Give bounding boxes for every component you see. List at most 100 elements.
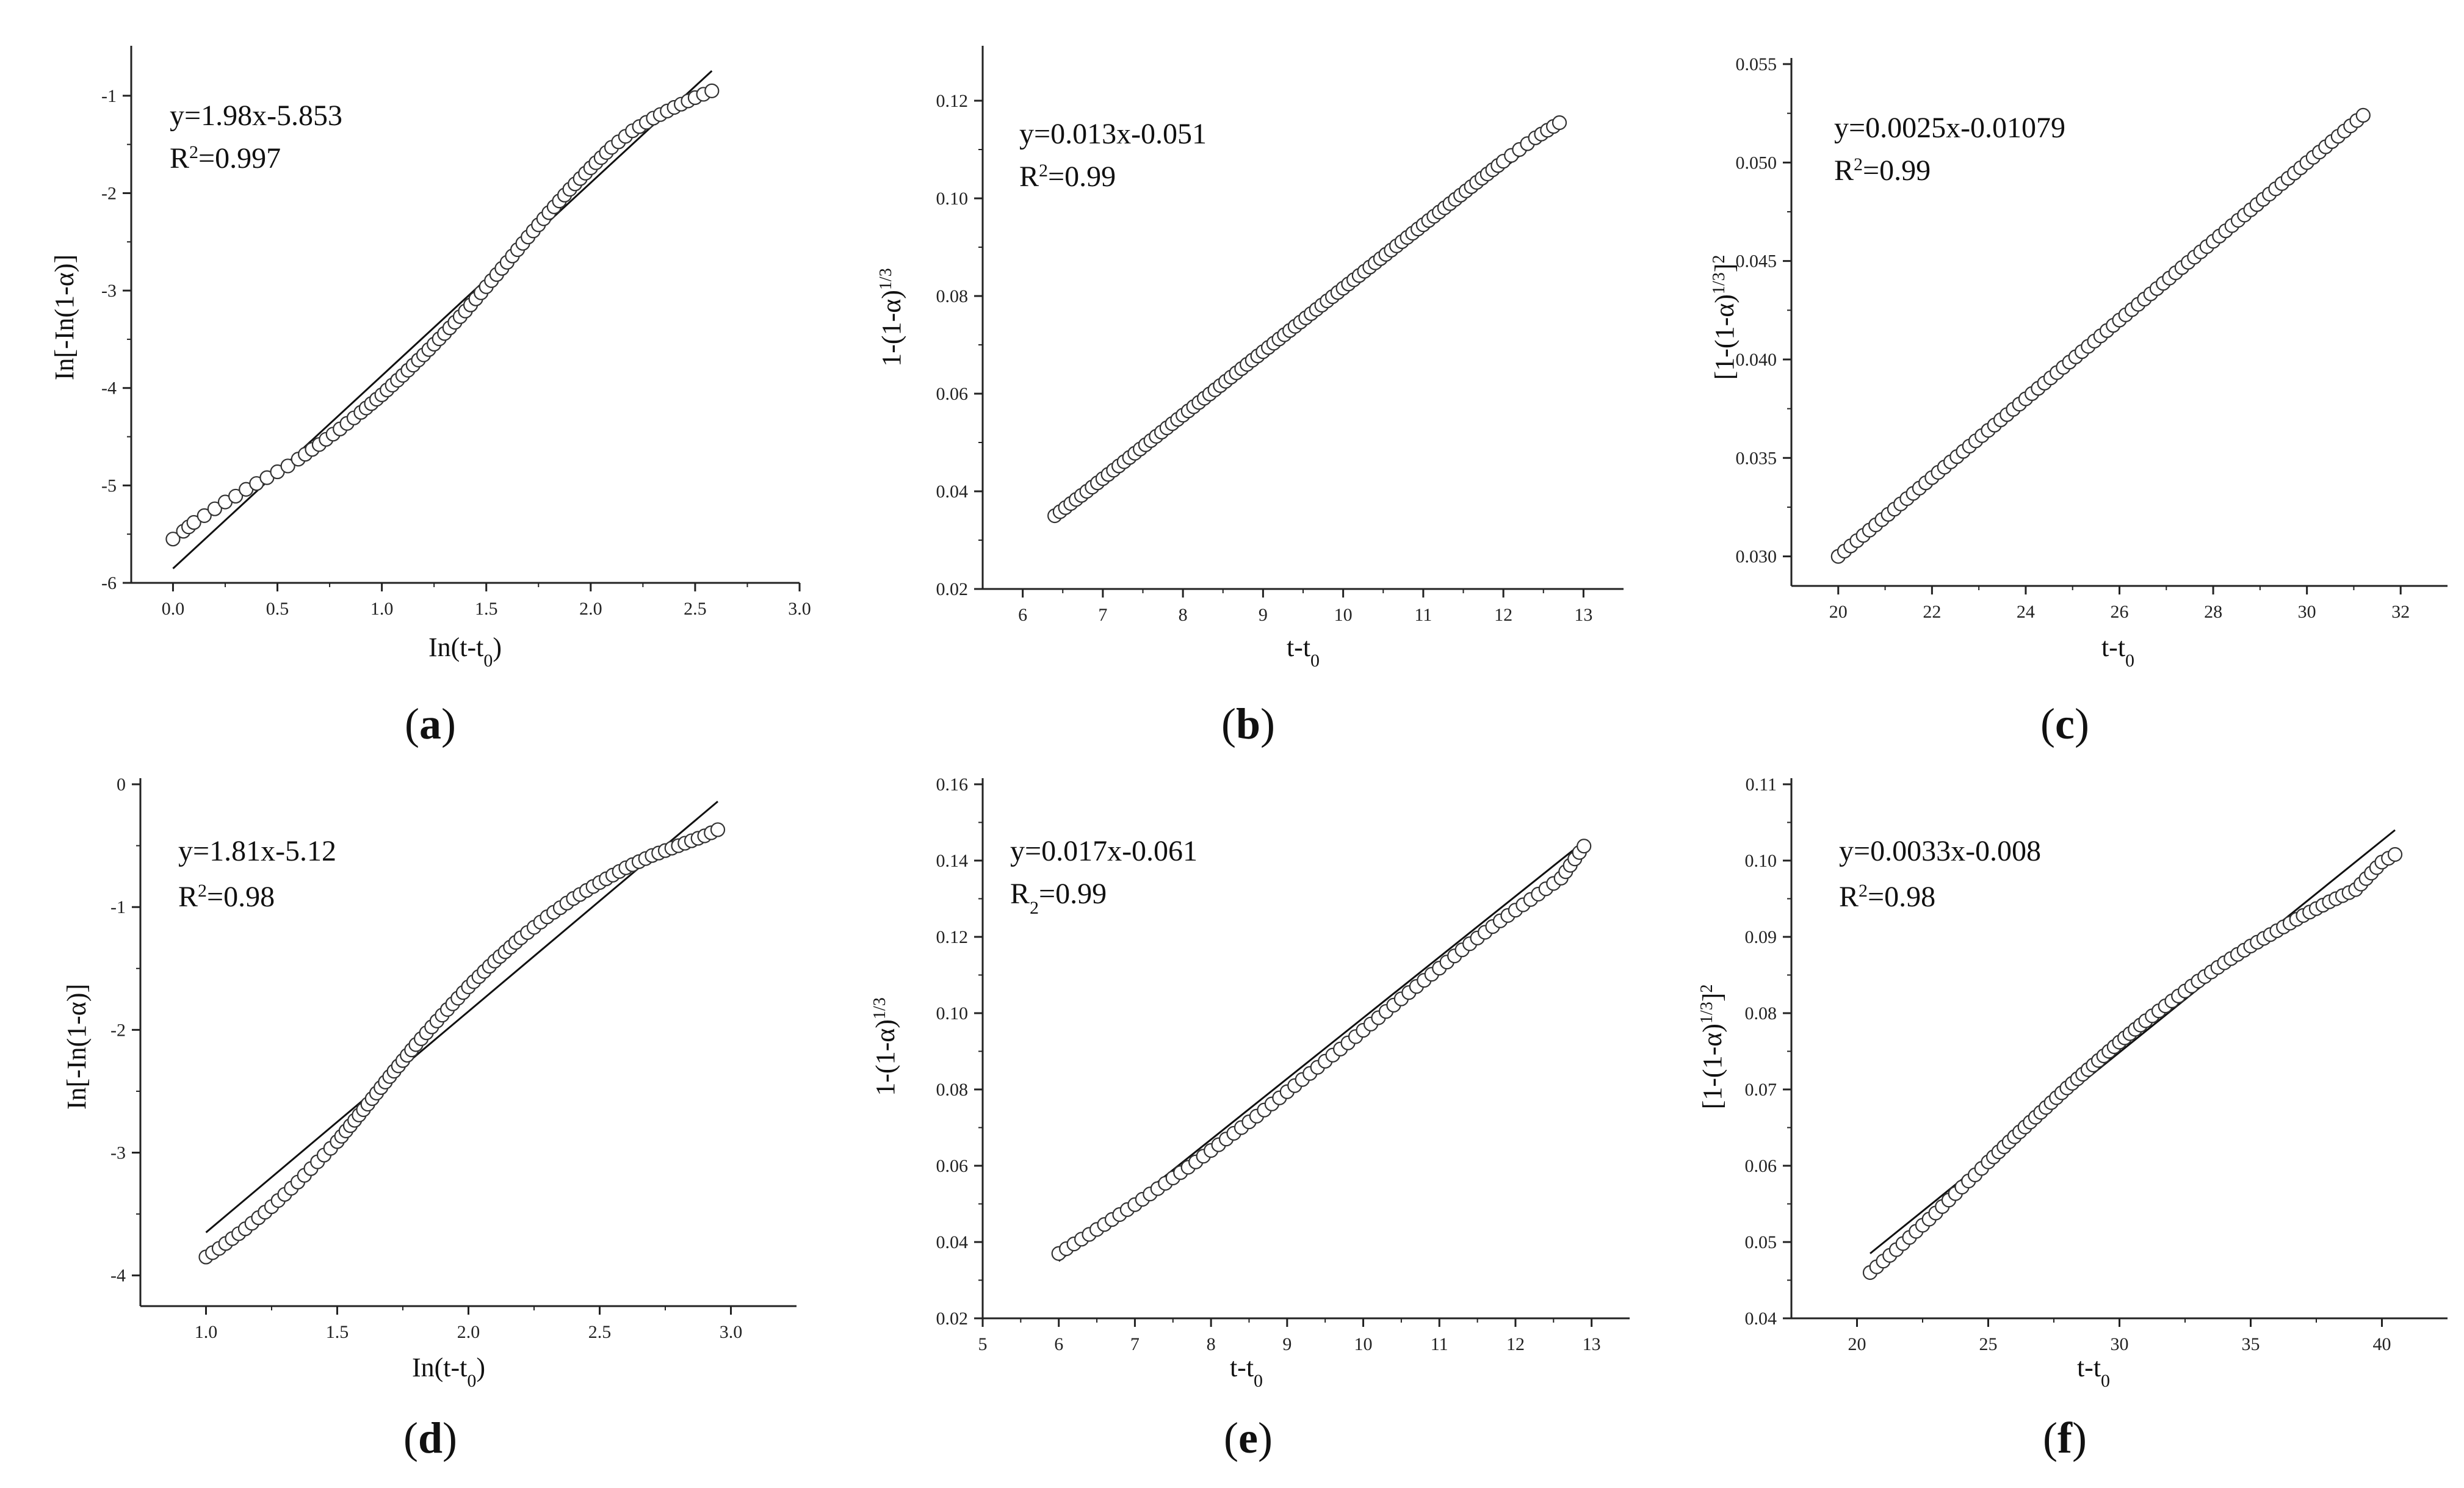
y-label-superscript-2: 2 (1697, 984, 1716, 993)
panel-label-open: ( (1224, 1414, 1238, 1462)
x-label-main: t-t (1230, 1353, 1254, 1382)
y-label-main: In[-In(1-α)] (62, 984, 92, 1110)
x-tick-label: 2.5 (588, 1322, 612, 1342)
panel-b: 6 7 8 9 10 11 12 13 0.02 0.04 0.06 0.08 0.10 0.12 y=0.… (876, 46, 1624, 748)
y-tick-label: 0.045 (1736, 251, 1777, 272)
r-symbol: R (1019, 161, 1039, 193)
y-label-tail: ] (1697, 993, 1727, 1002)
panel-label-letter: b (1236, 699, 1260, 748)
x-label-main: t-t (1287, 632, 1310, 662)
x-label-tail: ) (476, 1353, 485, 1382)
x-tick-label: 9 (1282, 1334, 1292, 1354)
y-tick-label: 0.10 (936, 189, 969, 209)
panel-label-letter: e (1238, 1414, 1258, 1462)
x-label-main: t-t (2077, 1353, 2101, 1382)
panel-label: (d) (403, 1414, 457, 1462)
y-label-main: 1-(1-α) (876, 290, 906, 367)
x-tick-label: 12 (1506, 1334, 1525, 1354)
y-axis-label: 1-(1-α)1/3 (870, 997, 901, 1096)
fit-equation: y=0.0033x-0.008 (1839, 835, 2041, 867)
panel-d: 1.0 1.5 2.0 2.5 3.0 -4 -3 -2 -1 0 y=1.81x-5.12 R2=0… (62, 775, 797, 1462)
x-tick-label: 1.0 (195, 1322, 218, 1342)
fit-line (205, 801, 718, 1233)
panel-label-close: ) (1258, 1414, 1273, 1462)
y-axis-label: In[-In(1-α)] (49, 255, 79, 380)
data-points (1862, 847, 2403, 1280)
y-tick-label: 0.06 (1745, 1156, 1777, 1176)
panel-c: 20 22 24 26 28 30 320.0300.0350.0400.0450.0500… (1710, 54, 2448, 748)
y-tick-label: 0.07 (1745, 1080, 1777, 1100)
x-tick-label: 35 (2242, 1334, 2260, 1354)
x-label-tail: ) (493, 632, 502, 662)
panel-f: 20 25 30 35 400.040.050.060.070.080.090.100.… (1697, 775, 2448, 1462)
y-tick-label: 0 (117, 775, 126, 795)
y-tick-label: 0.09 (1745, 927, 1777, 947)
y-axis-label: In[-In(1-α)] (62, 984, 92, 1110)
x-axis-label: t-t0 (1230, 1353, 1263, 1391)
r-value: =0.99 (1039, 878, 1107, 910)
x-axis-label: In(t-t0) (412, 1353, 485, 1391)
y-tick-label: 0.08 (936, 1080, 969, 1100)
r-symbol: R (170, 142, 189, 175)
y-tick-label: 0.04 (936, 1232, 969, 1252)
x-tick-label: 11 (1431, 1334, 1448, 1354)
panel-label: (a) (405, 699, 456, 748)
x-axis-label: t-t0 (1287, 632, 1320, 671)
x-tick-label: 10 (1354, 1334, 1373, 1354)
r-superscript: 2 (1854, 154, 1863, 175)
y-tick-label: 0.055 (1736, 54, 1777, 74)
y-tick-label: -3 (101, 281, 117, 301)
data-point (280, 458, 295, 474)
y-tick-label: 0.04 (936, 482, 969, 502)
y-tick-label: 0.06 (936, 1156, 969, 1176)
y-label-main: 1-(1-α) (870, 1019, 900, 1096)
data-point (710, 822, 726, 837)
x-label-subscript: 0 (1310, 651, 1320, 671)
y-tick-label: -5 (101, 475, 117, 496)
x-tick-label: 2.0 (457, 1322, 480, 1342)
x-label-subscript: 0 (1254, 1371, 1263, 1391)
y-tick-label: 0.06 (936, 384, 969, 404)
r-superscript: 2 (189, 142, 198, 162)
x-axis-label: t-t0 (2101, 632, 2134, 671)
y-label-superscript: 1/3 (870, 997, 889, 1019)
y-tick-label: 0.05 (1745, 1232, 1777, 1252)
x-label-main: In(t-t (412, 1353, 467, 1382)
x-tick-label: 25 (1979, 1334, 1998, 1354)
x-tick-label: 7 (1130, 1334, 1140, 1354)
panel-label-open: ( (403, 1414, 418, 1462)
x-label-subscript: 0 (2101, 1371, 2110, 1391)
y-tick-label: -4 (101, 378, 117, 399)
data-point (1552, 115, 1567, 131)
y-tick-label: 0.14 (936, 851, 969, 871)
y-label-main: [1-(1-α) (1710, 294, 1740, 380)
y-tick-label: 0.08 (1745, 1003, 1777, 1024)
x-tick-label: 10 (1334, 605, 1353, 625)
panel-a: 0.0 0.5 1.0 1.5 2.0 2.5 3.0 -6 -5 -4 -3 -2 -1 y=1.98x… (49, 46, 811, 748)
panel-label: (b) (1221, 699, 1275, 748)
x-label-main: t-t (2101, 632, 2125, 662)
y-tick-label: -1 (110, 897, 126, 917)
panel-label-close: ) (2072, 1414, 2087, 1462)
data-point (2387, 847, 2403, 862)
y-tick-label: 0.08 (936, 286, 969, 306)
y-tick-label: -1 (101, 86, 117, 106)
y-tick-label: 0.040 (1736, 350, 1777, 370)
x-tick-label: 13 (1583, 1334, 1601, 1354)
y-tick-label: 0.12 (936, 91, 969, 111)
x-tick-label: 30 (2298, 602, 2316, 622)
r-symbol: R (178, 881, 198, 913)
y-axis-label: [1-(1-α)1/3]2 (1697, 984, 1728, 1110)
r-value: =0.99 (1863, 154, 1931, 187)
x-tick-label: 3.0 (720, 1322, 743, 1342)
x-tick-label: 0.5 (266, 599, 289, 619)
r-value: =0.997 (198, 142, 281, 175)
y-tick-label: 0.10 (1745, 851, 1777, 871)
panel-label-letter: f (2058, 1414, 2073, 1462)
y-tick-label: -2 (110, 1020, 126, 1040)
x-tick-label: 22 (1923, 602, 1941, 622)
y-tick-label: 0.04 (1745, 1309, 1777, 1329)
panel-label: (f) (2043, 1414, 2087, 1462)
r-value: =0.99 (1048, 161, 1116, 193)
